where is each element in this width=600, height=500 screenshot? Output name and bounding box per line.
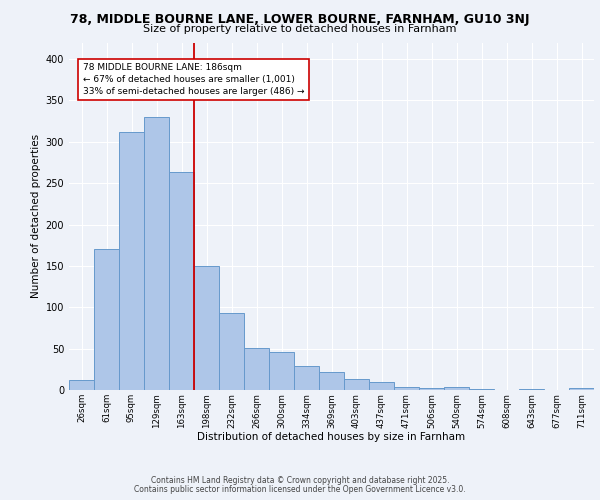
Bar <box>319 372 344 390</box>
Text: 78 MIDDLE BOURNE LANE: 186sqm
← 67% of detached houses are smaller (1,001)
33% o: 78 MIDDLE BOURNE LANE: 186sqm ← 67% of d… <box>83 63 304 96</box>
Bar <box>219 313 244 390</box>
Bar <box>369 382 394 390</box>
Bar <box>344 379 369 390</box>
Text: Size of property relative to detached houses in Farnham: Size of property relative to detached ho… <box>143 24 457 34</box>
Text: Contains public sector information licensed under the Open Government Licence v3: Contains public sector information licen… <box>134 485 466 494</box>
Bar <box>519 389 544 390</box>
Bar <box>69 380 94 390</box>
Bar <box>569 388 594 390</box>
Bar <box>394 386 419 390</box>
Bar <box>269 352 294 390</box>
Text: Contains HM Land Registry data © Crown copyright and database right 2025.: Contains HM Land Registry data © Crown c… <box>151 476 449 485</box>
Bar <box>419 388 444 390</box>
X-axis label: Distribution of detached houses by size in Farnham: Distribution of detached houses by size … <box>197 432 466 442</box>
Bar <box>469 389 494 390</box>
Bar <box>444 386 469 390</box>
Text: 78, MIDDLE BOURNE LANE, LOWER BOURNE, FARNHAM, GU10 3NJ: 78, MIDDLE BOURNE LANE, LOWER BOURNE, FA… <box>70 12 530 26</box>
Y-axis label: Number of detached properties: Number of detached properties <box>31 134 41 298</box>
Bar <box>169 172 194 390</box>
Bar <box>144 117 169 390</box>
Bar <box>294 366 319 390</box>
Bar <box>194 266 219 390</box>
Bar <box>94 250 119 390</box>
Bar <box>119 132 144 390</box>
Bar <box>244 348 269 390</box>
